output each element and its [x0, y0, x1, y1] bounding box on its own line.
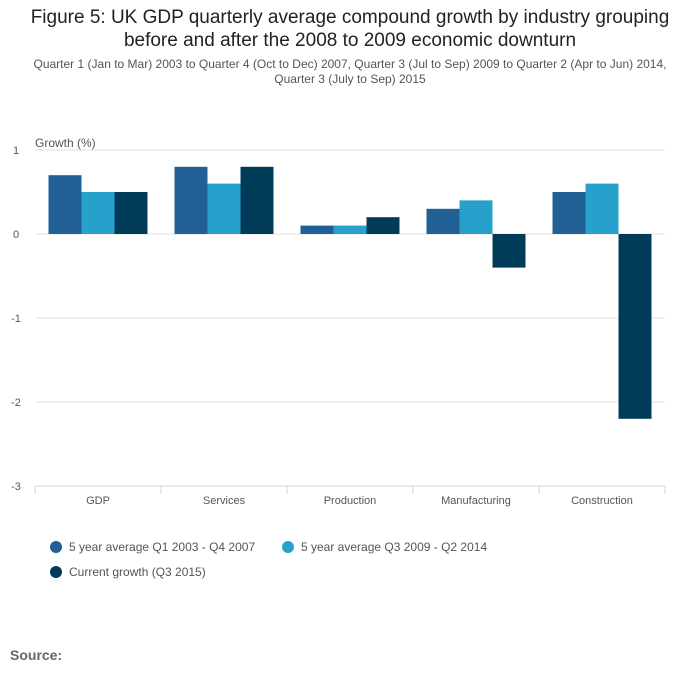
- bar: [48, 175, 82, 234]
- x-tick-label: Production: [324, 495, 377, 507]
- bar: [81, 192, 115, 234]
- bar: [459, 200, 493, 234]
- source-label: Source:: [10, 647, 63, 663]
- y-tick-label: -1: [11, 313, 21, 325]
- legend-label: 5 year average Q3 2009 - Q2 2014: [301, 540, 488, 554]
- x-tick-label: GDP: [86, 495, 110, 507]
- x-tick-label: Manufacturing: [441, 495, 511, 507]
- legend-label: 5 year average Q1 2003 - Q4 2007: [69, 540, 256, 554]
- x-axis: GDP Services Production Manufacturing Constr…: [34, 485, 666, 507]
- bar: [552, 192, 586, 234]
- legend-label: Current growth (Q3 2015): [69, 565, 206, 579]
- legend-dot-icon: [282, 541, 294, 553]
- legend-dot-icon: [50, 541, 62, 553]
- bar: [492, 234, 526, 268]
- legend-dot-icon: [50, 566, 62, 578]
- bar: [207, 183, 241, 234]
- chart-title: Figure 5: UK GDP quarterly average compo…: [0, 6, 700, 52]
- x-tick-label: Services: [203, 495, 246, 507]
- bar: [174, 166, 208, 234]
- bar: [426, 208, 460, 234]
- bar-chart: 1 0 -1 -2 -3 GDP Services Production Manufactur…: [11, 136, 666, 507]
- legend-item-series-2[interactable]: 5 year average Q3 2009 - Q2 2014: [282, 540, 487, 554]
- y-tick-label: -3: [11, 481, 21, 493]
- bars: [48, 166, 652, 419]
- bar: [240, 166, 274, 234]
- chart-subtitle: Quarter 1 (Jan to Mar) 2003 to Quarter 4…: [33, 57, 667, 86]
- x-tick-label: Construction: [571, 495, 633, 507]
- bar: [300, 225, 334, 234]
- y-axis-label: Growth (%): [35, 136, 96, 150]
- bar: [618, 234, 652, 419]
- y-tick-label: -2: [11, 397, 21, 409]
- bar: [333, 225, 367, 234]
- legend-item-series-3[interactable]: Current growth (Q3 2015): [50, 565, 206, 579]
- bar: [114, 192, 148, 234]
- chart-title-line-2: before and after the 2008 to 2009 econom…: [123, 30, 577, 51]
- y-tick-label: 0: [13, 229, 19, 241]
- chart-title-line-1: Figure 5: UK GDP quarterly average compo…: [30, 7, 670, 28]
- y-tick-label: 1: [13, 145, 19, 157]
- legend-item-series-1[interactable]: 5 year average Q1 2003 - Q4 2007: [50, 540, 255, 554]
- bar: [366, 217, 400, 234]
- bar: [585, 183, 619, 234]
